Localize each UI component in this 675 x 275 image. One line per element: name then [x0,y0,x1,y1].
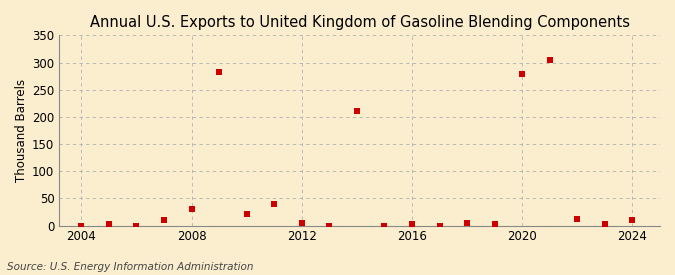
Point [572,217,583,221]
Point [324,224,335,228]
Point [489,222,500,226]
Point [434,224,445,228]
Point [544,57,555,62]
Point [103,222,114,226]
Point [406,222,417,226]
Text: Source: U.S. Energy Information Administration: Source: U.S. Energy Information Administ… [7,262,253,272]
Point [76,224,86,228]
Y-axis label: Thousand Barrels: Thousand Barrels [15,79,28,182]
Point [214,70,225,74]
Title: Annual U.S. Exports to United Kingdom of Gasoline Blending Components: Annual U.S. Exports to United Kingdom of… [90,15,630,30]
Point [186,207,197,211]
Point [159,218,169,222]
Point [462,221,472,225]
Point [241,211,252,216]
Point [627,218,638,222]
Point [131,224,142,228]
Point [296,221,307,225]
Point [379,224,390,228]
Point [599,222,610,226]
Point [517,72,528,77]
Point [49,147,59,152]
Point [352,109,362,114]
Point [269,202,279,206]
